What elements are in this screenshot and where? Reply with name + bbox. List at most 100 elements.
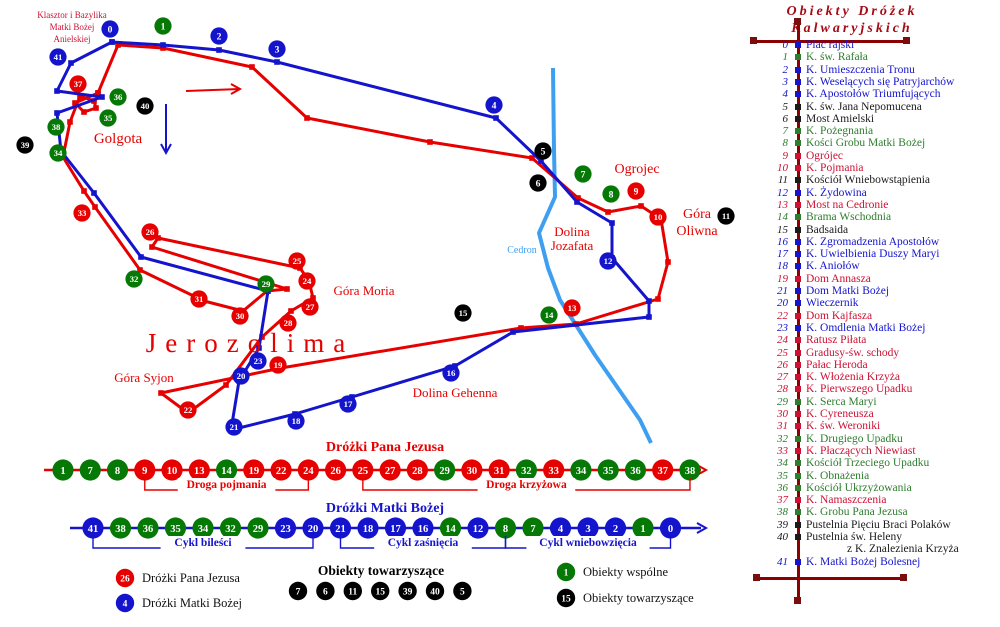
map-node-2-number: 2 bbox=[217, 31, 222, 42]
route-blue-node bbox=[574, 199, 580, 205]
legend-item-marker-square bbox=[795, 78, 801, 85]
row-matki-bozej-circle-35-number: 35 bbox=[170, 524, 181, 535]
map-node-12-number: 12 bbox=[604, 256, 613, 266]
footer-black-39 bbox=[398, 581, 417, 601]
legend-item-label: Pustelnia św. Heleny bbox=[806, 531, 903, 543]
footer-black-15-number: 15 bbox=[375, 587, 385, 597]
legend-item-marker-square bbox=[795, 263, 801, 270]
legend-item-number: 30 bbox=[777, 408, 788, 420]
map-label-jozafata: Jozafata bbox=[551, 238, 594, 253]
legend-item-number: 19 bbox=[777, 272, 788, 285]
legend-item-marker-square bbox=[795, 201, 801, 208]
map-label-anielskiej: Anielskiej bbox=[54, 34, 91, 44]
row-matki-bozej-circle-16-number: 16 bbox=[418, 524, 429, 535]
row-matki-bozej-circle-14-number: 14 bbox=[445, 524, 456, 535]
route-red-node bbox=[529, 155, 535, 161]
legend-item-marker-square bbox=[795, 435, 801, 442]
legend-cross-bottom-square bbox=[794, 597, 801, 604]
footer-black-6-number: 6 bbox=[323, 587, 328, 597]
map-node-14 bbox=[540, 306, 558, 324]
legend-cross-bottom-bar bbox=[757, 577, 904, 580]
map-node-6-number: 6 bbox=[536, 178, 541, 189]
row-matki-bozej-circle-3-number: 3 bbox=[585, 524, 590, 535]
footer-key-4-number: 4 bbox=[123, 599, 128, 609]
row-matki-bozej-circle-29 bbox=[247, 517, 269, 539]
map-node-17 bbox=[339, 395, 357, 413]
row-matki-bozej-circle-16 bbox=[412, 517, 434, 539]
map-node-30-number: 30 bbox=[236, 311, 245, 321]
row-matki-bozej-arrowhead bbox=[696, 522, 709, 534]
legend-item-label: K. Omdlenia Matki Bożej bbox=[806, 321, 926, 334]
footer-black-5-number: 5 bbox=[460, 587, 465, 597]
legend-item-number: 20 bbox=[777, 297, 788, 310]
row-matki-bozej-circle-35 bbox=[164, 517, 187, 539]
row-pana-jezusa-circle-1-number: 1 bbox=[60, 466, 65, 477]
route-blue-node bbox=[493, 115, 499, 121]
row-matki-bozej-circle-41 bbox=[82, 517, 104, 539]
route-blue-node bbox=[216, 47, 222, 53]
route-red-node bbox=[284, 286, 290, 292]
legend-item-label: Pustelnia Pięciu Braci Polaków bbox=[806, 518, 951, 531]
legend-item-marker-square bbox=[795, 534, 801, 540]
legend-item-label: Kościół Wniebowstąpienia bbox=[806, 174, 931, 187]
map-node-27 bbox=[301, 298, 319, 316]
legend-item-marker-square bbox=[795, 251, 801, 258]
row-pana-jezusa-circle-34-number: 34 bbox=[576, 466, 587, 477]
legend-item-label: K. Matki Bożej Bolesnej bbox=[806, 555, 921, 568]
row-pana-jezusa-circle-32 bbox=[515, 459, 538, 481]
legend-item-number: 23 bbox=[777, 321, 788, 334]
map-node-39-number: 39 bbox=[21, 140, 30, 150]
legend-item-label: Dom Matki Bożej bbox=[806, 285, 890, 297]
row-pana-jezusa-circle-10-number: 10 bbox=[167, 466, 178, 477]
legend-item-marker-square bbox=[795, 349, 801, 356]
legend-item-number: 15 bbox=[777, 223, 788, 236]
legend-item-label: K. Drugiego Upadku bbox=[806, 432, 903, 445]
legend-item-marker-square bbox=[795, 66, 801, 73]
map-node-36-number: 36 bbox=[114, 92, 123, 102]
row-pana-jezusa-circle-13 bbox=[188, 459, 210, 481]
map-node-31 bbox=[190, 290, 208, 308]
footer-black-11 bbox=[343, 581, 362, 601]
row-matki-bozej-circle-2 bbox=[604, 517, 627, 539]
map-node-21-number: 21 bbox=[230, 422, 239, 432]
row-pana-jezusa-circle-32-number: 32 bbox=[521, 466, 532, 477]
row-pana-jezusa-bracket-label-bg bbox=[177, 478, 276, 491]
route-blue-node bbox=[646, 314, 652, 320]
legend-item-number: 7 bbox=[782, 125, 789, 138]
cedron-river bbox=[537, 67, 653, 444]
row-pana-jezusa-bracket-label: Droga pojmania bbox=[187, 479, 267, 491]
row-pana-jezusa-circle-22 bbox=[270, 459, 292, 481]
map-node-12 bbox=[599, 252, 617, 270]
map-node-3-number: 3 bbox=[275, 44, 280, 55]
legend-item-marker-square bbox=[795, 411, 801, 417]
map-node-5 bbox=[534, 142, 552, 160]
legend-item-marker-square bbox=[795, 288, 801, 294]
map-node-5-number: 5 bbox=[541, 146, 546, 157]
map-node-22-number: 22 bbox=[184, 405, 193, 415]
legend-item-number: 25 bbox=[777, 346, 788, 359]
row-matki-bozej-circle-18 bbox=[357, 517, 379, 539]
route-blue-node bbox=[91, 190, 97, 196]
map-node-9 bbox=[627, 182, 645, 200]
map-node-1-number: 1 bbox=[161, 21, 166, 32]
map-node-15 bbox=[454, 304, 472, 322]
legend-item-marker-square bbox=[795, 152, 801, 159]
legend-item-label: Brama Wschodnia bbox=[806, 211, 892, 224]
route-blue-node bbox=[54, 110, 60, 116]
legend-item-marker-square bbox=[795, 91, 801, 98]
legend-item-number: 5 bbox=[782, 100, 789, 113]
row-matki-bozej-circle-34 bbox=[192, 517, 214, 539]
map-label-dolina: Dolina bbox=[554, 224, 590, 239]
map-node-13-number: 13 bbox=[568, 303, 577, 313]
footer-black-5 bbox=[453, 581, 472, 601]
legend-item-number: 29 bbox=[777, 395, 788, 408]
legend-item-marker-square bbox=[795, 497, 801, 504]
row-matki-bozej-circle-1 bbox=[632, 517, 654, 539]
footer-key-4 bbox=[115, 593, 135, 613]
legend-item-label: Kości Grobu Matki Bożej bbox=[806, 137, 926, 150]
map-node-7 bbox=[574, 165, 592, 183]
map-node-1 bbox=[154, 17, 172, 35]
legend-item-number: 8 bbox=[782, 137, 789, 150]
row-pana-jezusa-circle-38-number: 38 bbox=[685, 466, 696, 477]
